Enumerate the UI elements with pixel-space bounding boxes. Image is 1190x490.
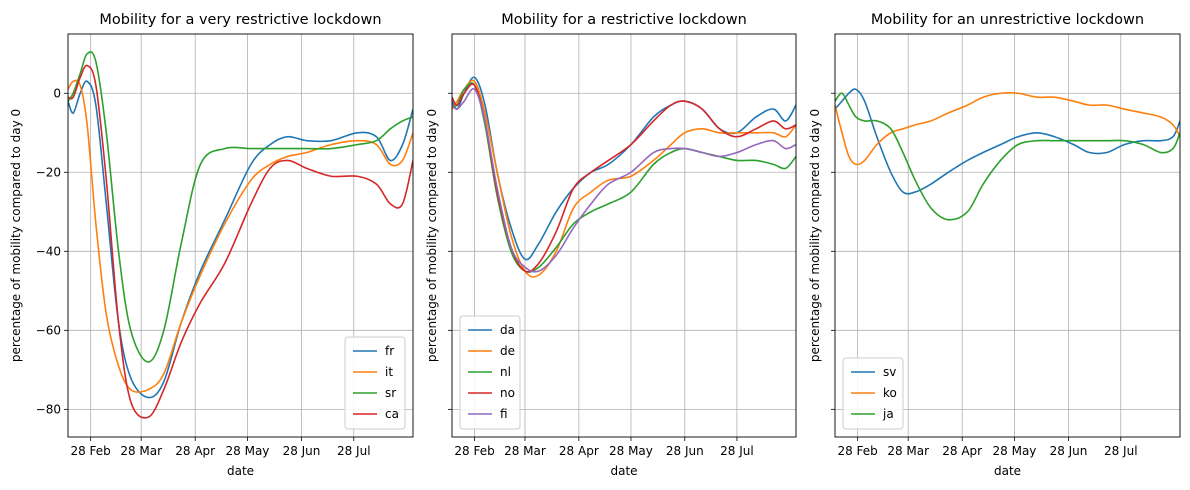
x-tick-label: 28 Apr (559, 444, 599, 458)
x-axis-label: date (227, 464, 254, 478)
y-tick-label: −40 (36, 244, 61, 258)
x-tick-label: 28 Mar (887, 444, 929, 458)
legend-label-de: de (500, 344, 515, 358)
series-line-de (452, 79, 796, 278)
series-line-fr (68, 80, 413, 399)
series-line-it (68, 79, 413, 393)
chart-panel-3: 28 Feb 28 Mar 28 Apr 28 May 28 Jun 28 Jul Mobi… (808, 12, 1181, 478)
series-line-ja (835, 92, 1180, 221)
legend-label-sr: sr (385, 386, 396, 400)
legend-label-fr: fr (385, 344, 394, 358)
x-tick-label: 28 May (609, 444, 653, 458)
series-line-ko (835, 91, 1180, 166)
plot-frame (451, 33, 797, 438)
legend: fr it sr ca (344, 336, 406, 430)
series-line-fi (452, 87, 796, 273)
x-tick-label: 28 May (993, 444, 1037, 458)
legend-label-nl: nl (500, 365, 511, 379)
x-tick-label: 28 Mar (504, 444, 546, 458)
chart-panel-2: 28 Feb 28 Mar 28 Apr 28 May 28 Jun 28 Jul Mobi… (425, 12, 797, 478)
x-tick-label: 28 Jun (283, 444, 321, 458)
legend-label-ko: ko (883, 386, 897, 400)
x-tick-label: 28 Jun (666, 444, 704, 458)
x-tick-label: 28 Jul (720, 444, 754, 458)
x-tick-label: 28 May (226, 444, 270, 458)
y-axis-label: percentage of mobility compared to day 0 (808, 109, 822, 362)
series-line-sv (835, 88, 1180, 195)
x-tick-label: 28 Feb (454, 444, 494, 458)
plot-frame (67, 33, 414, 438)
y-tick-label: −80 (36, 402, 61, 416)
y-axis-label: percentage of mobility compared to day 0 (9, 109, 23, 362)
chart-panel-1: 28 Feb 28 Mar 28 Apr 28 May 28 Jun 28 Jul 0 −20… (9, 12, 414, 478)
x-tick-label: 28 Feb (837, 444, 877, 458)
y-tick-label: −60 (36, 323, 61, 337)
x-tick-label: 28 Jun (1050, 444, 1088, 458)
legend-label-no: no (500, 386, 515, 400)
legend: da de nl no fi (459, 315, 521, 430)
x-axis-label: date (994, 464, 1021, 478)
legend: sv ko ja (842, 357, 904, 430)
y-tick-label: 0 (53, 86, 61, 100)
legend-label-da: da (500, 323, 515, 337)
x-tick-label: 28 Jul (337, 444, 371, 458)
legend-label-sv: sv (883, 365, 896, 379)
x-tick-label: 28 Jul (1104, 444, 1138, 458)
x-tick-label: 28 Feb (70, 444, 110, 458)
chart-title: Mobility for a restrictive lockdown (501, 12, 747, 28)
x-tick-label: 28 Apr (942, 444, 982, 458)
legend-label-fi: fi (500, 407, 508, 421)
legend-label-ja: ja (882, 407, 894, 421)
legend-box (344, 336, 406, 430)
series-line-sr (68, 51, 413, 363)
chart-title: Mobility for a very restrictive lockdown (99, 12, 381, 28)
x-tick-label: 28 Apr (175, 444, 215, 458)
y-axis-label: percentage of mobility compared to day 0 (425, 109, 439, 362)
chart-title: Mobility for an unrestrictive lockdown (871, 12, 1144, 28)
y-tick-label: −20 (36, 165, 61, 179)
series-line-da (452, 76, 796, 261)
x-axis-label: date (610, 464, 637, 478)
plot-frame (834, 33, 1181, 438)
legend-label-it: it (385, 365, 393, 379)
legend-label-ca: ca (385, 407, 399, 421)
series-line-ca (68, 64, 413, 419)
x-tick-label: 28 Mar (120, 444, 162, 458)
